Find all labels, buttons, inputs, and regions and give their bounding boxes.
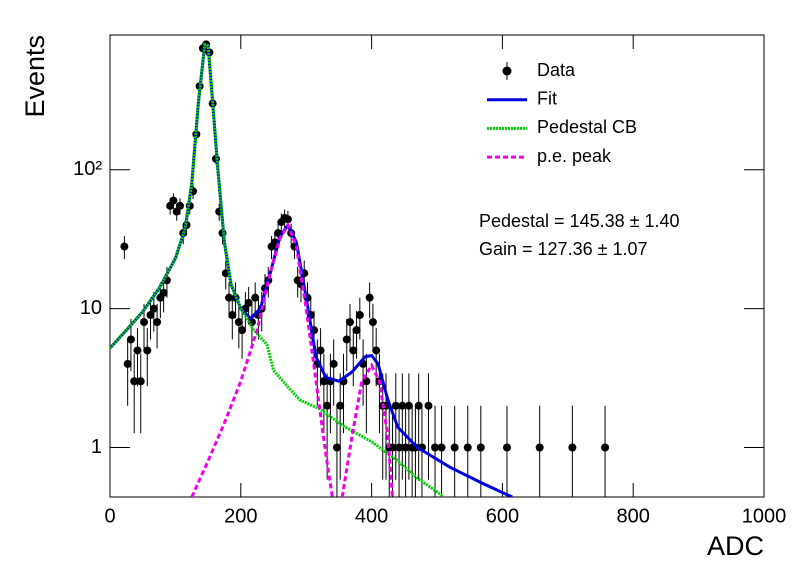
data-point <box>395 443 404 452</box>
data-point <box>401 443 410 452</box>
plot-area <box>110 40 610 497</box>
data-point <box>450 443 459 452</box>
y-tick-label: 10² <box>73 158 102 180</box>
data-point <box>159 288 168 297</box>
data-point <box>169 196 178 205</box>
legend-label: p.e. peak <box>537 146 612 166</box>
data-point <box>323 401 332 410</box>
data-point <box>126 335 135 344</box>
data-point <box>133 346 142 355</box>
data-point <box>153 318 162 327</box>
data-point <box>414 401 423 410</box>
data-point <box>349 346 358 355</box>
x-axis-label: ADC <box>707 531 764 561</box>
fit-curve <box>110 42 445 497</box>
data-point <box>437 443 446 452</box>
fit-curve <box>110 42 513 497</box>
data-point <box>120 242 129 251</box>
x-tick-label: 1000 <box>742 505 787 527</box>
data-point <box>368 318 377 327</box>
data-point <box>332 443 341 452</box>
y-axis-label: Events <box>20 35 50 118</box>
y-tick-label: 10 <box>80 297 102 319</box>
data-point <box>355 310 364 319</box>
plot-frame <box>109 34 765 498</box>
data-point <box>283 215 292 224</box>
annotation: Pedestal = 145.38 ± 1.40 <box>479 211 680 231</box>
x-tick-label: 600 <box>486 505 519 527</box>
x-tick-label: 200 <box>224 505 257 527</box>
data-point <box>372 346 381 355</box>
annotation: Gain = 127.36 ± 1.07 <box>479 239 648 259</box>
data-point <box>352 326 361 335</box>
x-tick-label: 800 <box>617 505 650 527</box>
data-point <box>601 443 610 452</box>
legend-label: Data <box>537 60 576 80</box>
legend-label: Pedestal CB <box>537 117 637 137</box>
data-point <box>316 346 325 355</box>
legend-label: Fit <box>537 88 557 108</box>
data-point <box>388 443 397 452</box>
y-tick-label: 1 <box>91 436 102 458</box>
data-point <box>149 304 158 313</box>
data-point <box>424 401 433 410</box>
data-point <box>244 298 253 307</box>
legend-marker <box>502 66 512 76</box>
x-tick-label: 0 <box>104 505 115 527</box>
data-point <box>130 377 139 386</box>
data-point <box>336 401 345 410</box>
fit-curve <box>190 221 394 497</box>
data-point <box>535 443 544 452</box>
data-point <box>136 377 145 386</box>
data-point <box>143 346 152 355</box>
data-point <box>404 401 413 410</box>
x-tick-label: 400 <box>355 505 388 527</box>
data-point <box>123 359 132 368</box>
data-point <box>502 443 511 452</box>
data-point <box>225 293 234 302</box>
data-point <box>329 359 338 368</box>
data-point <box>251 293 260 302</box>
data-point <box>234 318 243 327</box>
data-point <box>319 377 328 386</box>
data-point <box>391 401 400 410</box>
data-point <box>140 318 149 327</box>
data-point <box>476 443 485 452</box>
data-point <box>146 310 155 319</box>
data-point <box>568 443 577 452</box>
data-point <box>228 310 237 319</box>
data-point <box>342 335 351 344</box>
data-point <box>463 443 472 452</box>
data-point <box>238 326 247 335</box>
data-point <box>346 318 355 327</box>
data-point <box>365 293 374 302</box>
data-point <box>431 443 440 452</box>
data-point <box>398 401 407 410</box>
data-point <box>175 201 184 210</box>
